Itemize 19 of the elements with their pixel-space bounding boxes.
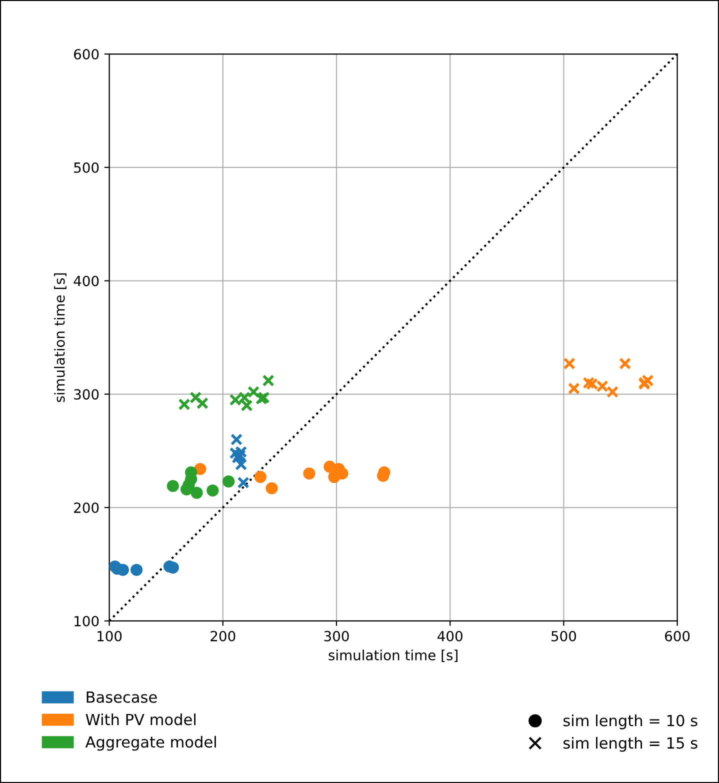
x-tick-label: 300 bbox=[324, 630, 349, 642]
text: sim length = 10 s bbox=[563, 714, 698, 730]
x-tick-label: 200 bbox=[210, 630, 236, 642]
y-tick-label: 400 bbox=[74, 276, 99, 286]
y-tick-label: 100 bbox=[74, 616, 99, 626]
legend-label: Basecase bbox=[86, 692, 157, 703]
y-tick-label: 300 bbox=[74, 389, 99, 400]
text: sim length = 15 s bbox=[563, 736, 698, 752]
y-tick-label: 200 bbox=[74, 502, 99, 514]
y-tick-label: 500 bbox=[74, 162, 99, 173]
x-tick-label: 600 bbox=[665, 630, 690, 642]
x-axis-title: simulation time [s] bbox=[328, 650, 458, 662]
y-tick-label: 600 bbox=[74, 48, 99, 60]
x-tick-label: 400 bbox=[438, 630, 462, 642]
y-axis-title: simulation time [s] bbox=[54, 273, 66, 402]
x-tick-label: 100 bbox=[98, 630, 122, 642]
legend-label: With PV model bbox=[86, 713, 196, 726]
x-tick-label: 500 bbox=[552, 630, 576, 642]
legend-label: Aggregate model bbox=[85, 736, 216, 751]
